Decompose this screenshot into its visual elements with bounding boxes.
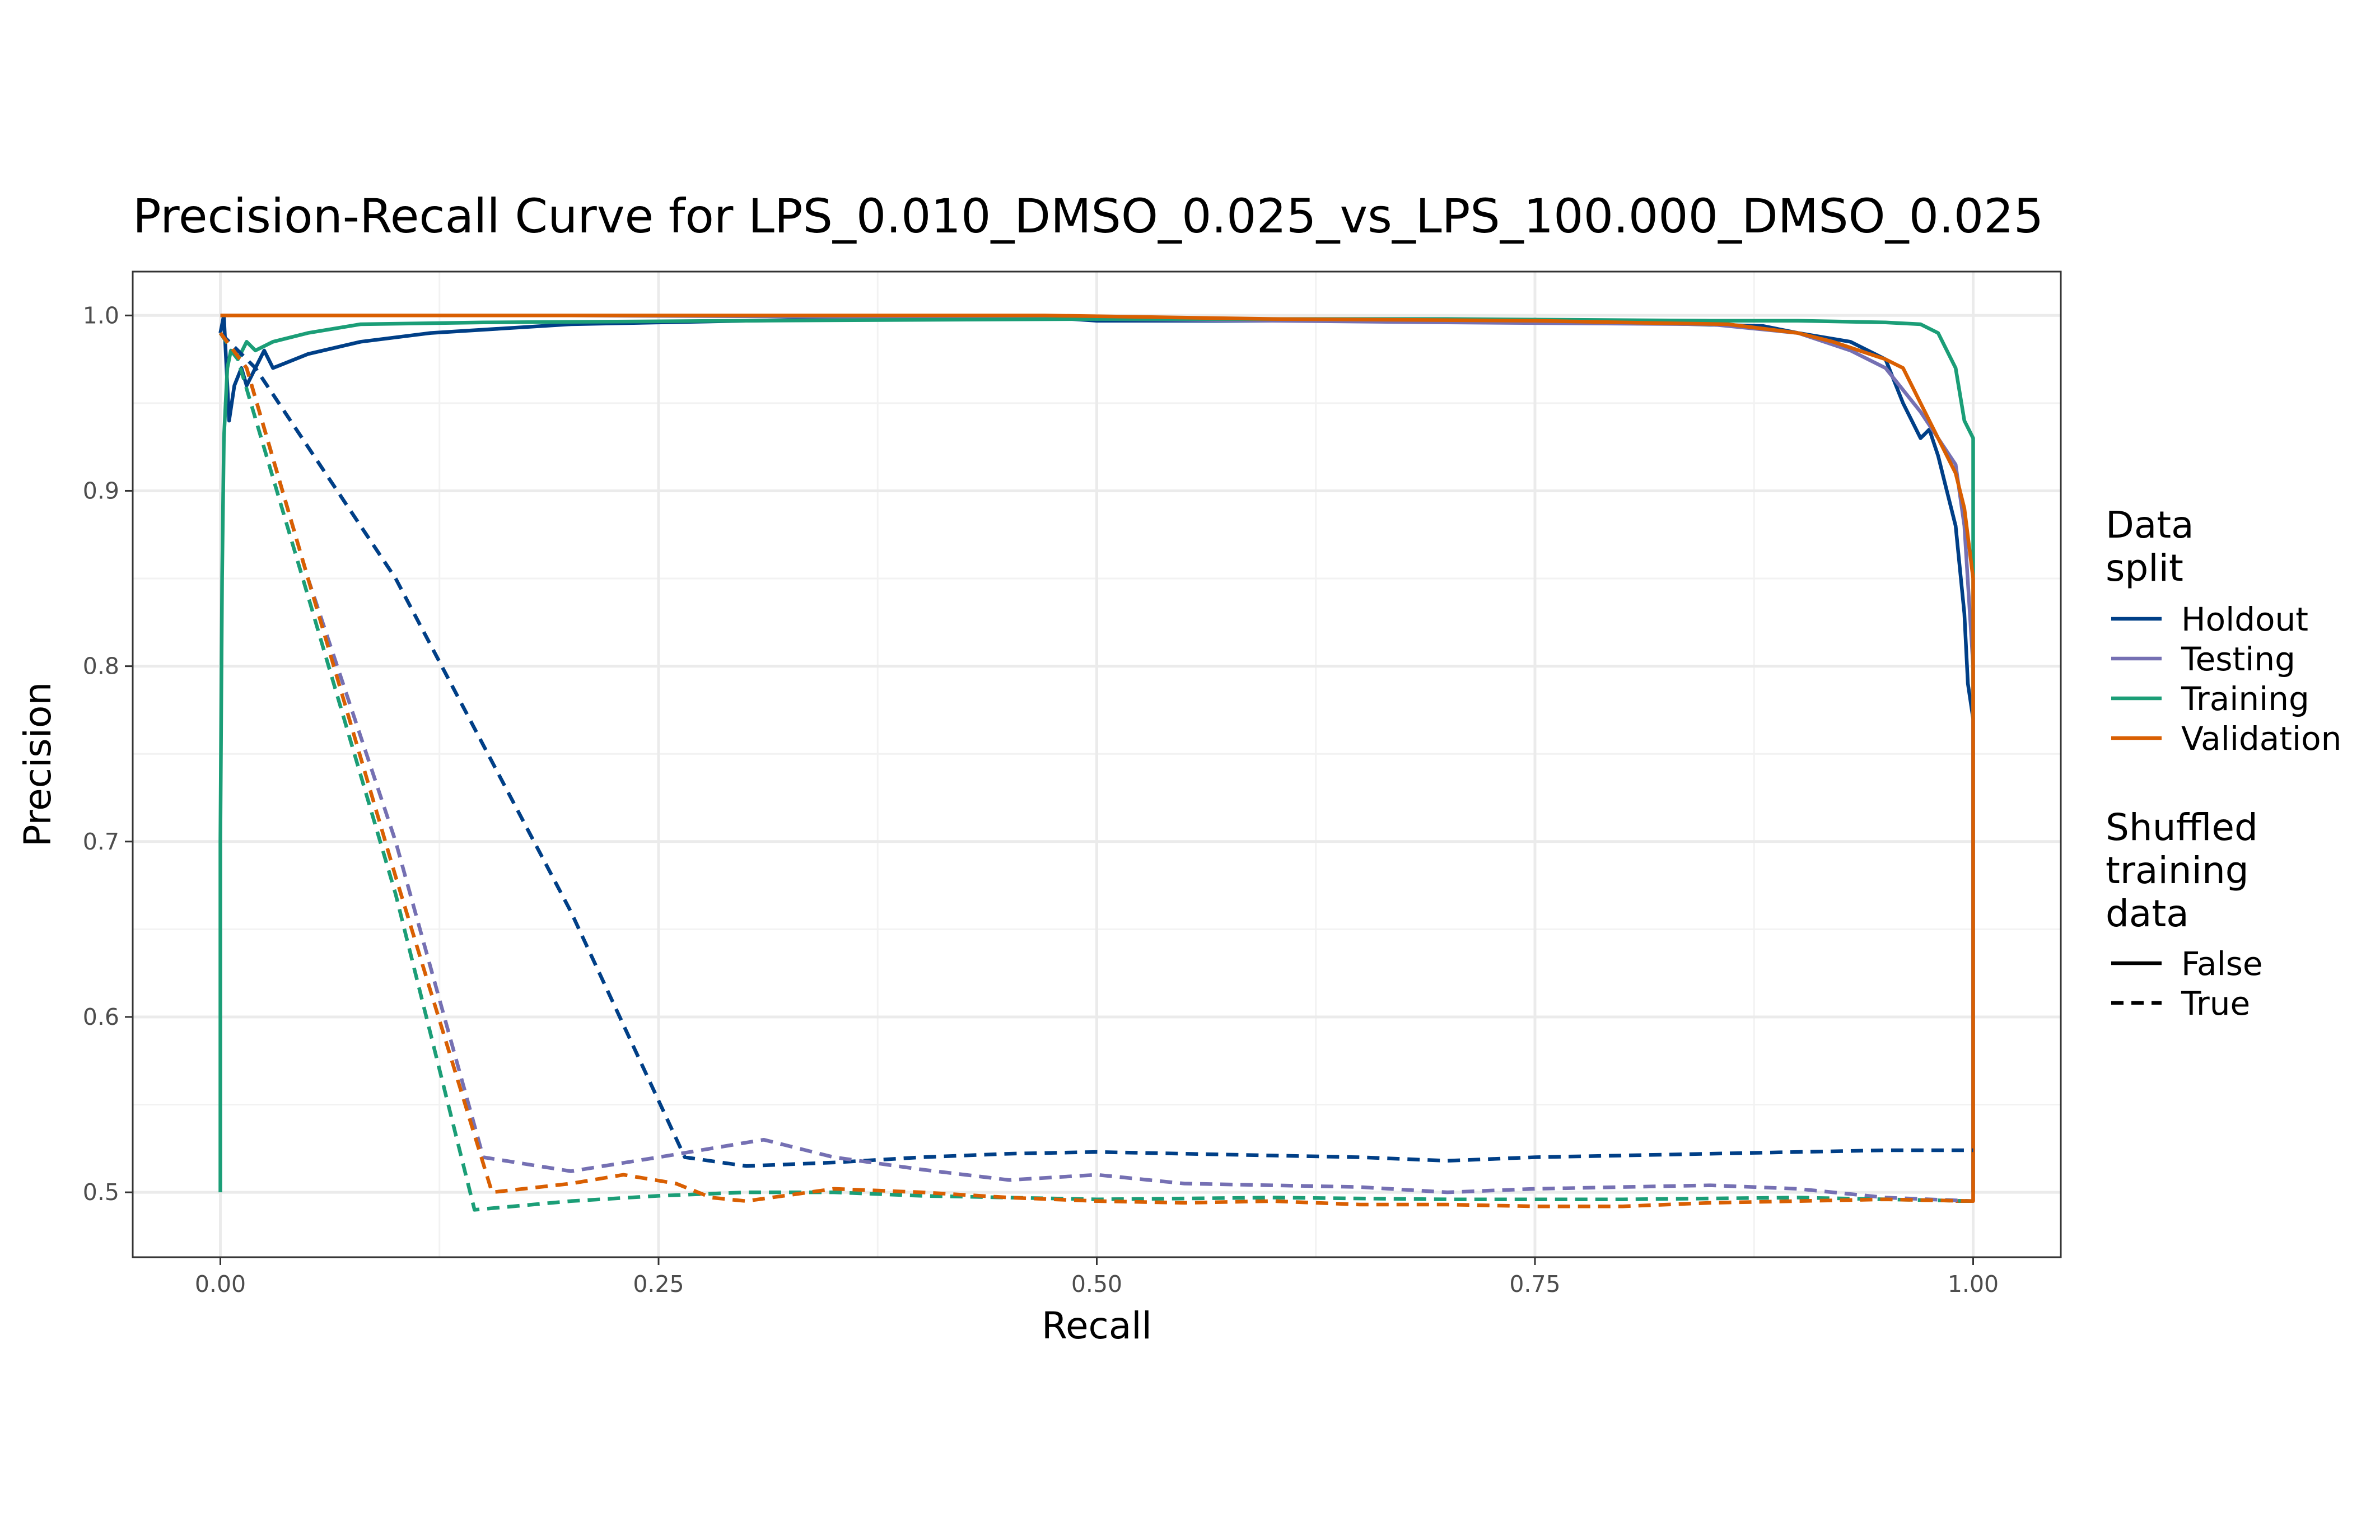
legend-label-false: False xyxy=(2181,945,2263,983)
legend-color-title: Data xyxy=(2106,503,2194,547)
legend-linetype-title: data xyxy=(2106,892,2189,935)
x-axis-title: Recall xyxy=(1042,1304,1152,1347)
x-tick-label: 0.50 xyxy=(1071,1271,1122,1298)
series-line-testing-shuffled xyxy=(218,332,1973,1203)
series-line-training-unshuffled xyxy=(218,317,1975,1193)
series-line-holdout-shuffled xyxy=(219,332,1973,1168)
y-axis-title: Precision xyxy=(16,682,59,847)
y-tick-label: 0.7 xyxy=(83,828,119,855)
axis-ticks: 0.00 0.25 0.50 0.75 1.00 0.5 0.6 0.7 0.8 0.9 1.0 xyxy=(83,302,1999,1298)
series-line-training-shuffled xyxy=(218,332,1973,1212)
legend-label-validation: Validation xyxy=(2181,720,2341,758)
x-tick-label: 1.00 xyxy=(1948,1271,1999,1298)
legend-linetype-title: training xyxy=(2106,849,2249,892)
legend-label-testing: Testing xyxy=(2181,640,2295,678)
y-tick-label: 0.9 xyxy=(83,477,119,504)
x-tick-label: 0.75 xyxy=(1509,1271,1560,1298)
legend-label-true: True xyxy=(2181,984,2250,1023)
series-line-validation-shuffled xyxy=(218,332,1973,1208)
legend-linetype-title: Shuffled xyxy=(2106,806,2258,849)
legend-label-training: Training xyxy=(2181,680,2309,718)
chart-title: Precision-Recall Curve for LPS_0.010_DMS… xyxy=(133,189,2043,244)
y-tick-label: 0.6 xyxy=(83,1004,119,1030)
y-tick-label: 1.0 xyxy=(83,302,119,329)
legend-color-title: split xyxy=(2106,547,2183,590)
x-tick-label: 0.00 xyxy=(195,1271,246,1298)
series-line-validation-unshuffled xyxy=(220,314,1975,1203)
x-tick-label: 0.25 xyxy=(633,1271,684,1298)
y-tick-label: 0.8 xyxy=(83,653,119,680)
legend-label-holdout: Holdout xyxy=(2181,600,2308,638)
y-tick-label: 0.5 xyxy=(83,1179,119,1206)
series-lines xyxy=(218,314,1975,1212)
